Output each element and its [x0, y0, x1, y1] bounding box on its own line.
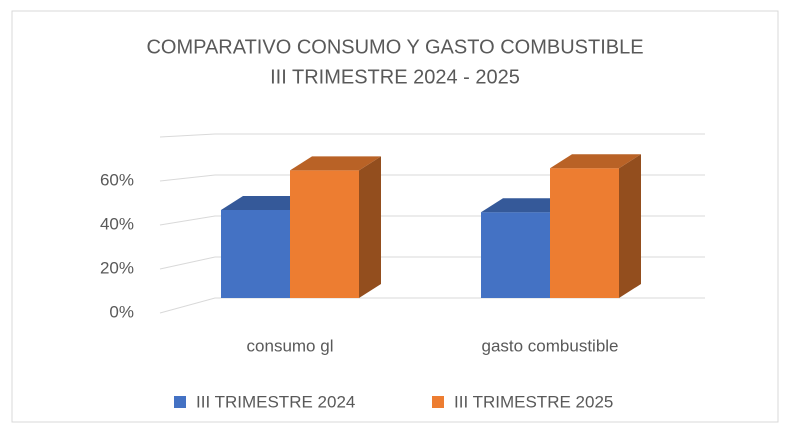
legend-label: III TRIMESTRE 2024 — [196, 392, 355, 411]
y-tick-label: 60% — [100, 170, 134, 189]
bar — [221, 210, 290, 298]
wall-edge — [159, 133, 705, 138]
legend-swatch — [432, 396, 444, 408]
y-tick-label: 20% — [100, 258, 134, 277]
bar — [481, 212, 550, 298]
y-tick-label: 0% — [109, 302, 134, 321]
bar-top — [290, 156, 381, 171]
bar-side — [619, 154, 641, 298]
legend-swatch — [174, 396, 186, 408]
grid-line — [159, 174, 705, 182]
bar-top — [221, 196, 312, 210]
bar-side — [359, 156, 381, 298]
bar-top — [550, 154, 641, 169]
bar — [550, 168, 619, 298]
y-tick-label: 40% — [100, 214, 134, 233]
bar — [290, 170, 359, 298]
x-tick-label: consumo gl — [247, 336, 334, 355]
chart-subtitle: III TRIMESTRE 2024 - 2025 — [270, 66, 520, 88]
x-tick-label: gasto combustible — [481, 336, 618, 355]
bar-top — [481, 198, 572, 213]
chart-title: COMPARATIVO CONSUMO Y GASTO COMBUSTIBLE — [146, 36, 643, 58]
legend-label: III TRIMESTRE 2025 — [454, 392, 613, 411]
